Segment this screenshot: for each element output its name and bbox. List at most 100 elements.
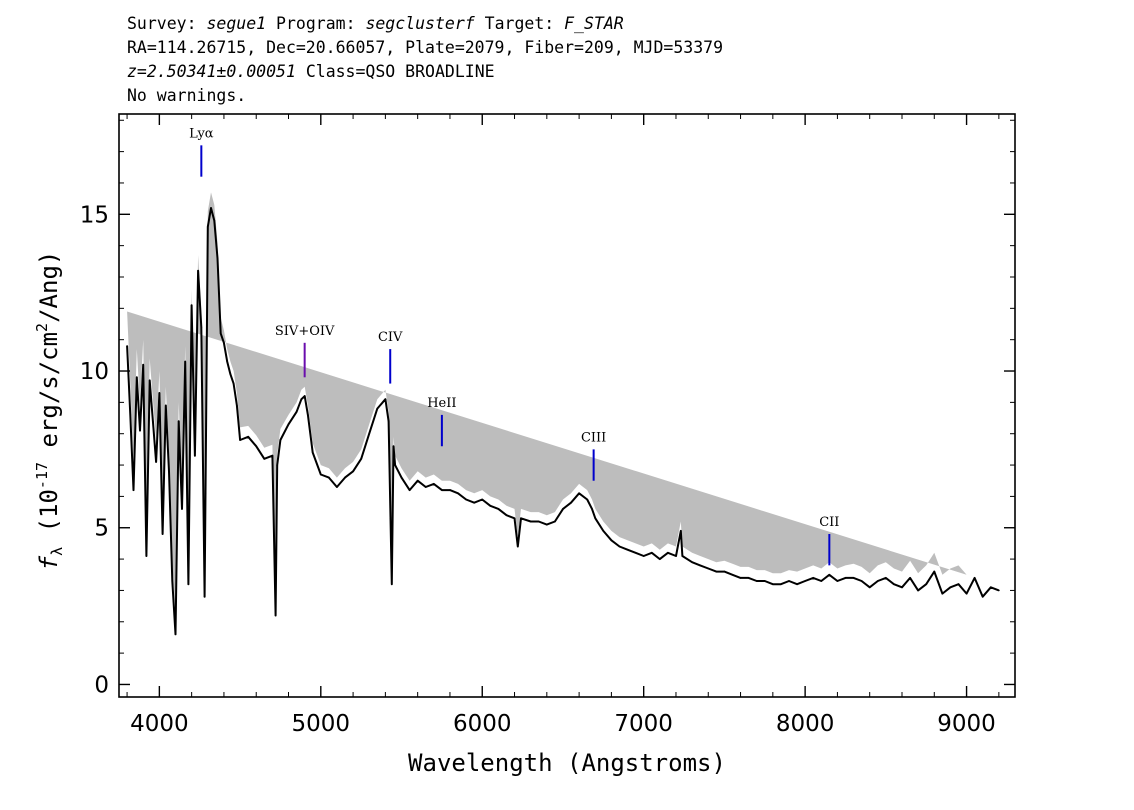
emission-line-markers: Lyα SIV+OIV CIV HeII CIII CII: [189, 126, 839, 566]
flux-point: [957, 583, 960, 585]
flux-point: [226, 360, 228, 363]
class-value: Class=QSO BROADLINE: [295, 62, 495, 81]
flux-point: [184, 360, 186, 363]
flux-point: [909, 577, 911, 579]
flux-point: [190, 304, 193, 307]
flux-point: [473, 501, 476, 504]
flux-point: [392, 445, 395, 448]
y-tick-label: 5: [94, 516, 109, 542]
header-redshift-line: z=2.50341±0.00051 Class=QSO BROADLINE: [127, 60, 723, 84]
plot-frame: [118, 113, 1016, 698]
y-label-open: (10: [35, 489, 63, 547]
flux-point: [408, 489, 411, 491]
emission-line-label: HeII: [427, 396, 456, 411]
flux-point: [203, 595, 206, 598]
flux-point: [537, 520, 540, 523]
y-label-tail: /Ang): [35, 251, 63, 323]
flux-point: [520, 517, 522, 520]
flux-point: [465, 498, 467, 501]
x-tick-label: 9000: [937, 711, 996, 737]
x-tick-label: 5000: [292, 711, 351, 737]
spectrum-header: Survey: segue1 Program: segclusterf Targ…: [127, 12, 723, 108]
x-axis-ticks: 4000 5000 6000 7000 8000 9000: [126, 114, 1000, 737]
x-axis-label: Wavelength (Angstroms): [408, 749, 726, 777]
flux-point: [279, 439, 282, 441]
error-band-layer: [127, 192, 967, 616]
flux-point: [618, 545, 621, 548]
y-label-exponent: -17: [33, 462, 51, 489]
program-label: Program:: [266, 14, 366, 33]
flux-point: [634, 552, 637, 554]
flux-point: [591, 508, 593, 510]
flux-point: [158, 392, 161, 394]
y-tick-label: 0: [94, 672, 109, 698]
flux-point: [707, 567, 710, 570]
flux-point: [239, 439, 241, 441]
redshift-value: z=2.50341±0.00051: [127, 62, 296, 81]
flux-point: [433, 483, 435, 485]
flux-point: [152, 420, 154, 423]
flux-point: [416, 479, 419, 482]
flux-point: [973, 577, 976, 579]
emission-line-label: CII: [819, 515, 839, 530]
flux-point: [376, 407, 379, 410]
flux-point: [368, 432, 371, 435]
flux-point: [505, 514, 508, 516]
flux-point: [207, 226, 209, 228]
flux-point: [715, 570, 718, 573]
flux-point: [529, 520, 532, 523]
y-axis-ticks: 0 5 10 15: [80, 119, 1015, 698]
flux-point: [546, 523, 548, 526]
flux-point: [699, 564, 701, 567]
flux-point: [145, 555, 148, 557]
y-label-prefix: f: [35, 555, 63, 570]
flux-point: [828, 574, 831, 576]
flux-point: [197, 269, 199, 272]
emission-line: CIII: [581, 430, 606, 481]
flux-point: [271, 454, 274, 457]
flux-point: [796, 583, 798, 585]
flux-point: [424, 486, 427, 488]
flux-point: [155, 461, 157, 463]
flux-point: [852, 577, 855, 579]
flux-point: [554, 520, 556, 523]
flux-point: [449, 489, 451, 491]
flux-point: [481, 498, 484, 501]
emission-line: Lyα: [189, 126, 214, 177]
flux-point: [747, 577, 750, 579]
flux-point: [497, 508, 500, 510]
flux-point: [229, 373, 232, 376]
flux-point: [181, 508, 183, 510]
flux-point: [893, 583, 895, 585]
flux-point: [836, 580, 839, 582]
flux-point: [675, 555, 677, 557]
flux-point: [171, 580, 174, 582]
flux-point: [194, 454, 196, 457]
flux-point: [397, 470, 400, 473]
flux-point: [132, 489, 135, 491]
flux-point: [232, 382, 235, 385]
x-tick-label: 8000: [776, 711, 835, 737]
flux-point: [586, 498, 588, 501]
flux-point: [126, 345, 128, 347]
emission-line: CII: [819, 515, 839, 566]
flux-point: [788, 580, 790, 582]
flux-point: [804, 580, 806, 582]
y-tick-label: 10: [80, 359, 109, 385]
program-value: segclusterf: [365, 14, 475, 33]
survey-value: segue1: [206, 14, 267, 33]
flux-point: [165, 404, 167, 407]
x-tick-label: 6000: [453, 711, 512, 737]
flux-point: [384, 398, 387, 401]
flux-point: [651, 552, 653, 554]
x-tick-label: 4000: [130, 711, 189, 737]
flux-point: [247, 436, 249, 438]
flux-point: [917, 589, 919, 592]
target-label: Target:: [474, 14, 565, 33]
flux-series-layer: [126, 207, 1000, 636]
flux-point: [844, 577, 847, 579]
flux-point: [941, 592, 944, 595]
flux-point: [570, 501, 572, 504]
flux-point: [148, 379, 151, 382]
